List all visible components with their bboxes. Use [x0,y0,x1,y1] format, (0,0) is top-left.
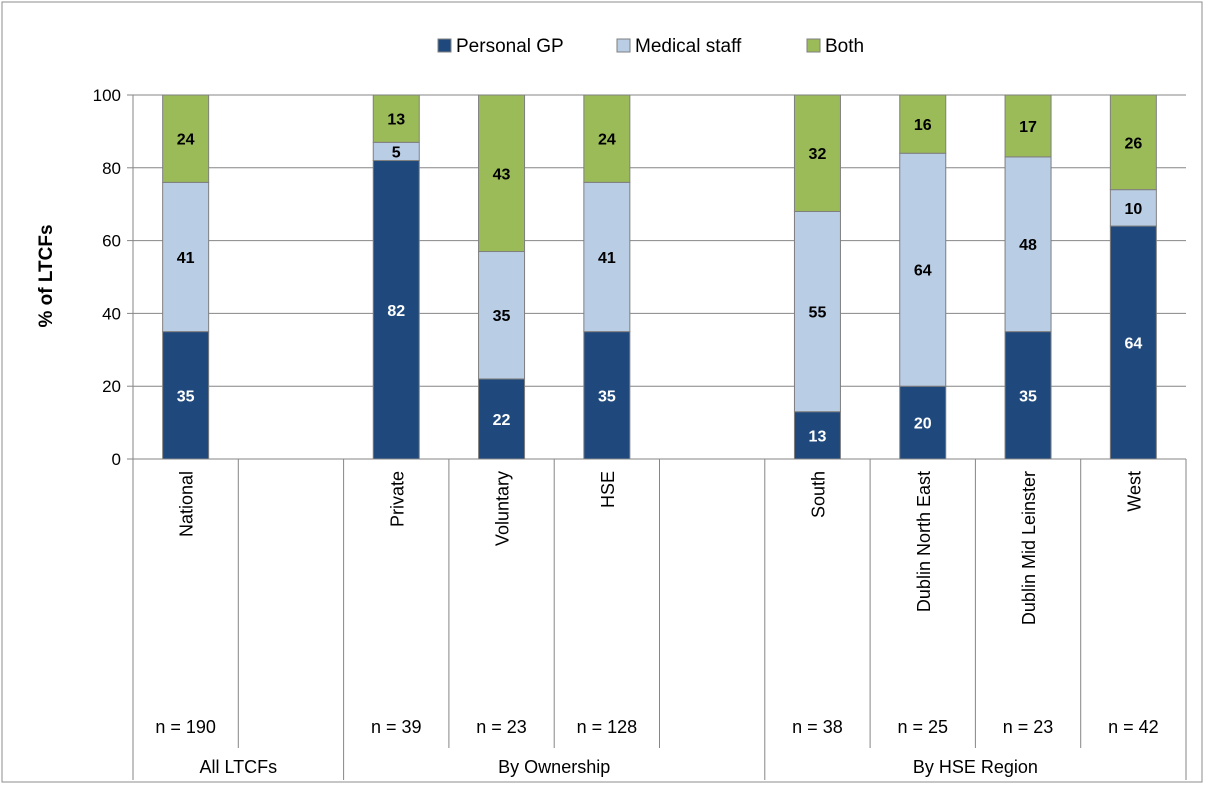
category-label: South [808,471,828,518]
sample-size-label: n = 23 [1003,717,1054,737]
data-label: 35 [1019,388,1037,405]
bar-segment [793,210,841,413]
sample-size-label: n = 23 [476,717,527,737]
data-label: 10 [1124,201,1142,218]
bar-segment [899,94,947,154]
data-label: 48 [1019,237,1037,254]
sample-size-label: n = 190 [155,717,216,737]
data-label: 35 [493,308,511,325]
bar-segment [478,94,526,253]
group-label: By HSE Region [913,757,1038,777]
category-table: National Private Voluntary HSE South Dublin N… [132,459,1187,780]
sample-size-label: n = 38 [792,717,843,737]
data-label: 13 [809,428,827,445]
bar-segment [372,94,420,143]
legend-swatch [616,38,631,53]
bar-segment [162,94,210,183]
data-label: 24 [598,132,616,149]
bar-segment [899,152,947,387]
category-label: West [1124,471,1144,512]
data-label: 43 [493,166,511,183]
bar-segment [793,94,841,212]
data-label: 5 [392,144,401,161]
bar-segment [583,331,631,460]
data-label: 41 [177,250,195,267]
bar-segment [372,160,420,460]
legend-label: Both [825,36,864,57]
y-tick-label: 40 [102,304,121,323]
category-label: HSE [598,471,618,508]
data-label: 64 [1124,336,1142,353]
data-label: 26 [1124,135,1142,152]
data-label: 35 [177,388,195,405]
category-label: Dublin Mid Leinster [1019,471,1039,625]
legend-swatch [806,38,821,53]
sample-size-label: n = 25 [897,717,948,737]
bar-segment [793,411,841,460]
group-label: By Ownership [498,757,610,777]
sample-size-label: n = 39 [371,717,422,737]
data-label: 13 [387,112,405,129]
group-label: All LTCFs [199,757,277,777]
y-tick-label: 80 [102,159,121,178]
category-label: National [177,471,197,537]
data-label: 64 [914,263,932,280]
y-tick-label: 0 [112,450,121,469]
y-tick-label: 100 [93,86,121,105]
y-axis-title: % of LTCFs [36,224,57,327]
bar-segment [1004,94,1052,158]
y-tick-label: 60 [102,232,121,251]
legend-label: Personal GP [456,36,564,57]
bar-segment [583,181,631,333]
bar-segment [478,251,526,380]
sample-size-label: n = 128 [577,717,638,737]
y-tick-label: 20 [102,377,121,396]
category-label: Dublin North East [914,471,934,612]
data-label: 35 [598,388,616,405]
data-label: 17 [1019,119,1037,136]
data-label: 22 [493,412,511,429]
data-label: 82 [387,303,405,320]
bar-segment [162,181,210,333]
data-label: 41 [598,250,616,267]
bar-segment [1109,225,1157,460]
legend: Personal GP Medical staff Both [437,36,864,57]
bar-segment [583,94,631,183]
category-label: Private [387,471,407,527]
category-label: Voluntary [493,471,513,546]
sample-size-label: n = 42 [1108,717,1159,737]
data-label: 16 [914,117,932,134]
bar-segment [1004,331,1052,460]
bar-segment [1004,156,1052,333]
bars: 35 41 24 82 5 13 22 35 43 35 41 24 13 55 32 20 64 16 35 48 1… [162,94,1157,460]
legend-swatch [437,38,452,53]
data-label: 32 [809,146,827,163]
data-label: 20 [914,416,932,433]
bar-segment [1109,94,1157,191]
data-label: 55 [809,305,827,322]
data-label: 24 [177,132,195,149]
legend-label: Medical staff [635,36,742,57]
